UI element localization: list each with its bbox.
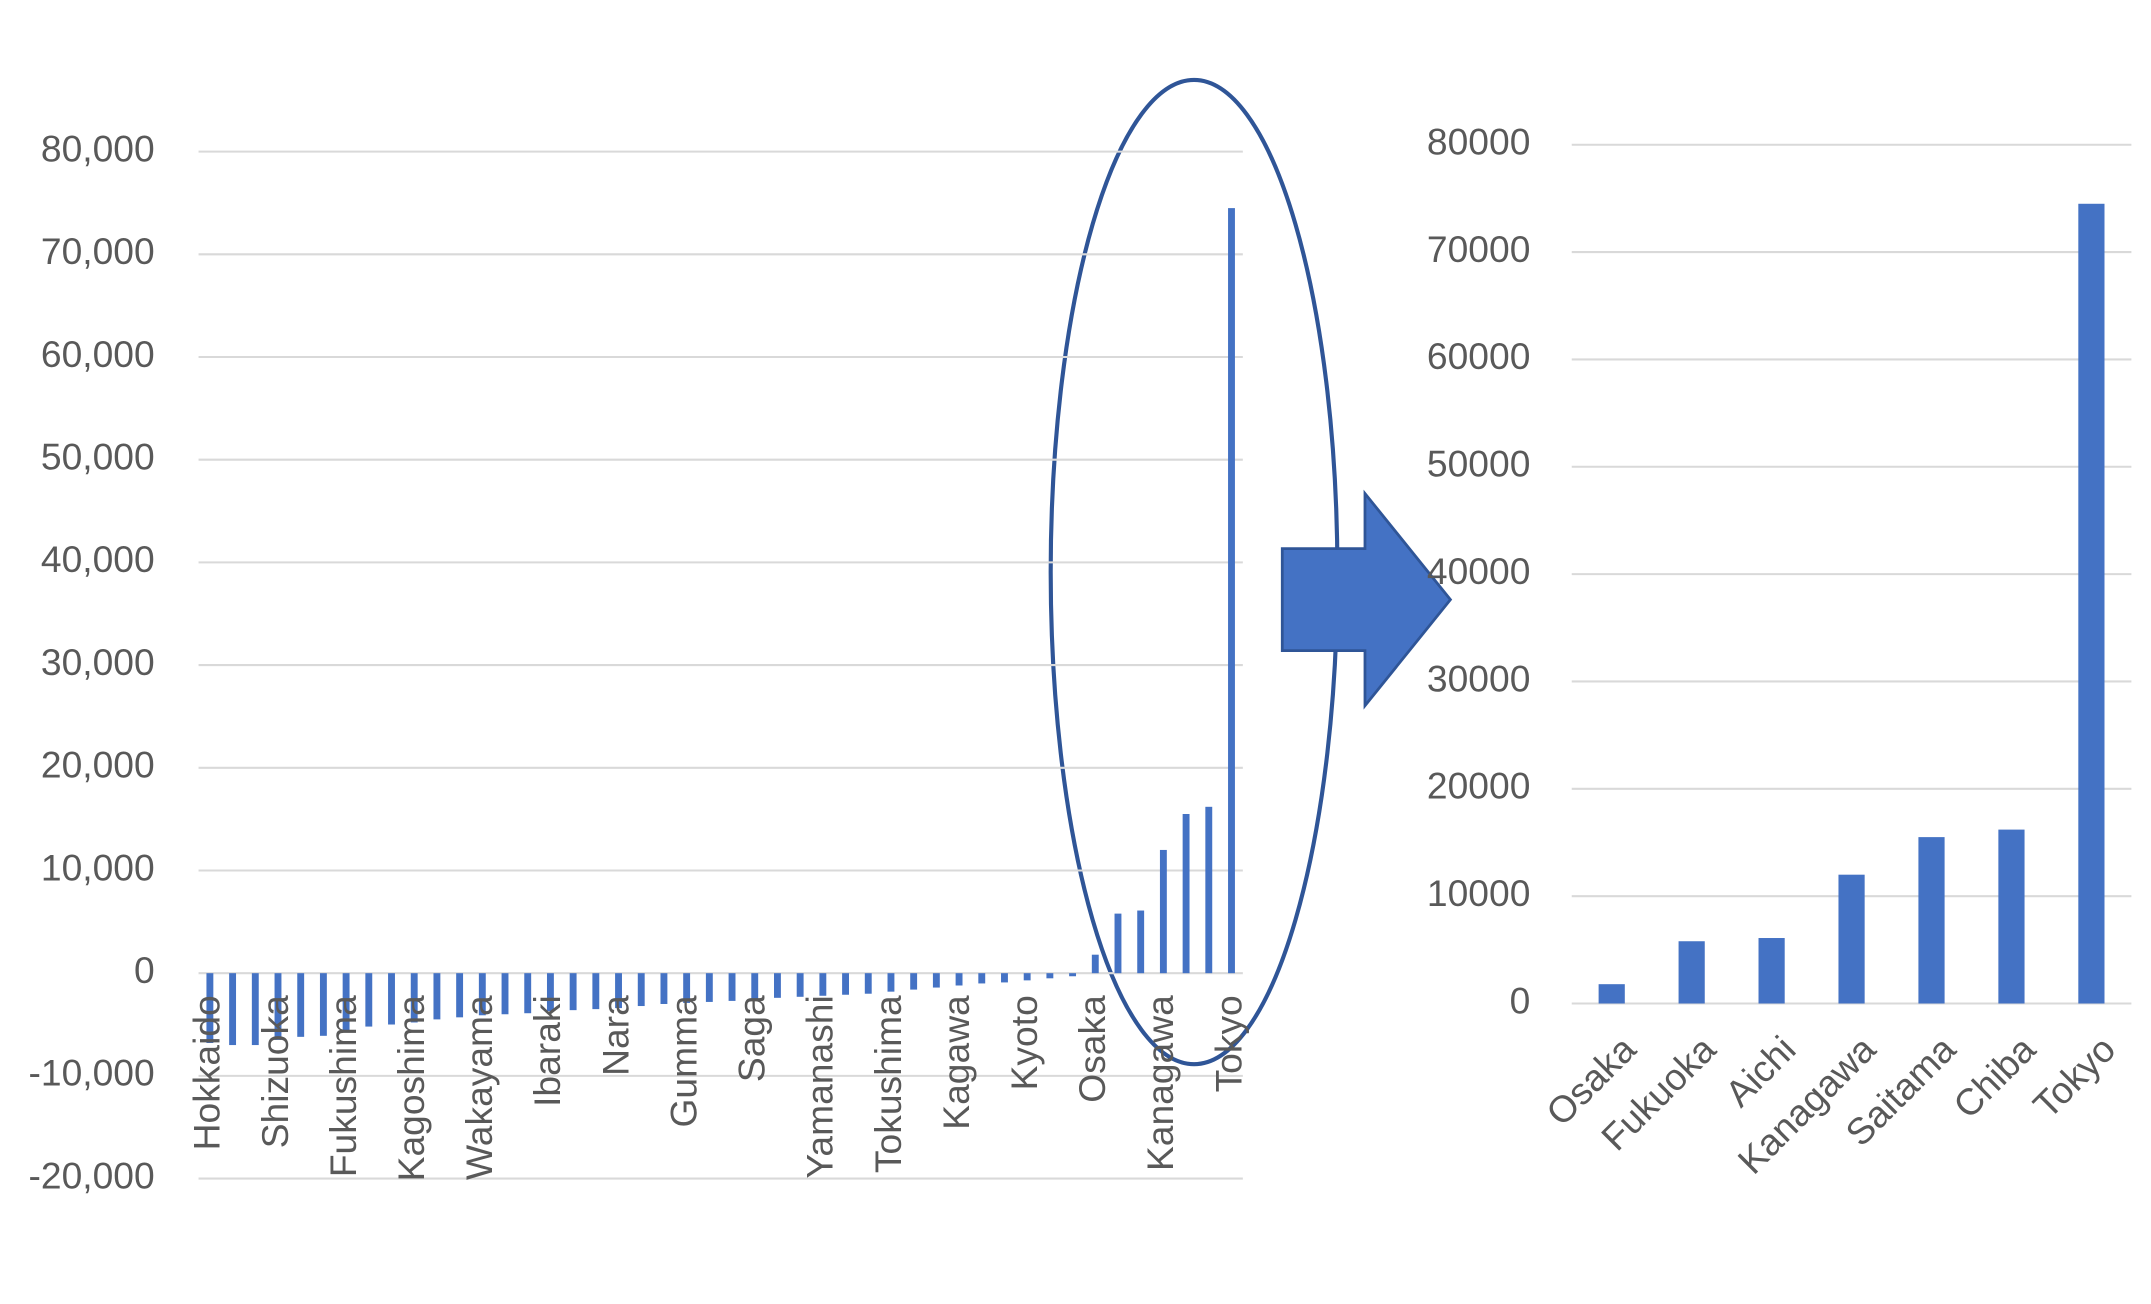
bar (478, 973, 486, 1016)
bar (637, 973, 645, 1007)
x-tick-label: Shizuoka (254, 995, 296, 1148)
bar (433, 973, 441, 1020)
y-tick-label: 20,000 (41, 744, 155, 786)
x-tick-label: Osaka (1071, 995, 1113, 1103)
bar (1182, 814, 1190, 974)
bar (1678, 941, 1705, 1004)
y-tick-label: 70,000 (41, 230, 155, 272)
bar (569, 973, 577, 1011)
x-tick-label: Gumma (662, 995, 704, 1128)
bar (1838, 874, 1865, 1004)
x-tick-label: Tokyo (1207, 995, 1249, 1092)
x-tick-label: Kanagawa (1139, 995, 1181, 1171)
y-tick-label: 0 (1510, 979, 1531, 1021)
x-tick-label: Kagoshima (390, 995, 432, 1181)
y-tick-label: 50000 (1427, 443, 1530, 485)
bar (955, 973, 963, 986)
y-tick-label: 40,000 (41, 538, 155, 580)
bar (206, 973, 214, 1044)
bar (705, 973, 713, 1002)
x-tick-label: Kagawa (935, 995, 977, 1130)
bar (1598, 984, 1625, 1004)
bar (251, 973, 259, 1046)
bar (1228, 208, 1235, 974)
x-tick-label: Tokushima (867, 995, 909, 1173)
bar (932, 973, 940, 988)
y-tick-label: -20,000 (29, 1154, 155, 1196)
bar (660, 973, 668, 1004)
y-tick-label: 20000 (1427, 765, 1530, 807)
bar (319, 973, 327, 1036)
bar (592, 973, 600, 1010)
y-tick-label: 80,000 (41, 127, 155, 169)
bar (342, 973, 350, 1031)
bar (1091, 954, 1099, 974)
y-tick-label: 70000 (1427, 228, 1530, 270)
bar (229, 973, 237, 1046)
bar (1998, 829, 2025, 1004)
bar (842, 973, 849, 995)
y-tick-label: 10,000 (41, 846, 155, 888)
x-tick-label: Wakayama (458, 995, 500, 1180)
bar (456, 973, 464, 1018)
y-tick-label: 30,000 (41, 641, 155, 683)
x-tick-label: Tokyo (2025, 1028, 2123, 1126)
bar (774, 973, 781, 998)
x-tick-label: Kyoto (1003, 995, 1045, 1090)
y-tick-label: 50,000 (41, 436, 155, 478)
bar (1137, 910, 1145, 974)
bar (1918, 837, 1945, 1004)
bar (1205, 806, 1213, 974)
bar (887, 973, 895, 992)
bar (2078, 203, 2105, 1004)
x-tick-label: Chiba (1945, 1028, 2044, 1127)
y-tick-label: 60,000 (41, 333, 155, 375)
bar (1114, 913, 1122, 974)
bar (819, 973, 827, 996)
x-tick-label: Hokkaido (186, 995, 228, 1150)
bar (796, 973, 804, 997)
bar (297, 973, 305, 1037)
bar (910, 973, 918, 990)
x-tick-label: Nara (594, 995, 636, 1076)
y-tick-label: 30000 (1427, 657, 1530, 699)
bar (1001, 973, 1008, 983)
y-tick-label: 80000 (1427, 121, 1530, 163)
y-tick-label: 40000 (1427, 550, 1530, 592)
bar (1046, 973, 1054, 979)
x-tick-label: Yamanashi (799, 995, 841, 1178)
bar (546, 973, 554, 1012)
arrow (1280, 489, 1453, 710)
y-tick-label: 10000 (1427, 872, 1530, 914)
y-tick-label: -10,000 (29, 1052, 155, 1094)
bar (1023, 973, 1031, 981)
bar (615, 973, 622, 1009)
bar (864, 973, 872, 994)
bar (410, 973, 418, 1023)
bar (728, 973, 736, 1001)
bar (274, 973, 282, 1040)
bar (1758, 938, 1785, 1004)
x-tick-label: Saga (731, 995, 773, 1082)
bar (683, 973, 691, 1003)
bar (501, 973, 509, 1015)
bar (388, 973, 395, 1025)
bar (978, 973, 986, 984)
x-tick-label: Fukushima (322, 995, 364, 1177)
bar (1159, 849, 1167, 974)
bar (365, 973, 373, 1027)
bar (751, 973, 759, 999)
y-tick-label: 0 (134, 949, 155, 991)
bar (524, 973, 532, 1014)
y-tick-label: 60000 (1427, 335, 1530, 377)
x-tick-label: Ibaraki (526, 995, 568, 1107)
bar (1069, 973, 1077, 977)
